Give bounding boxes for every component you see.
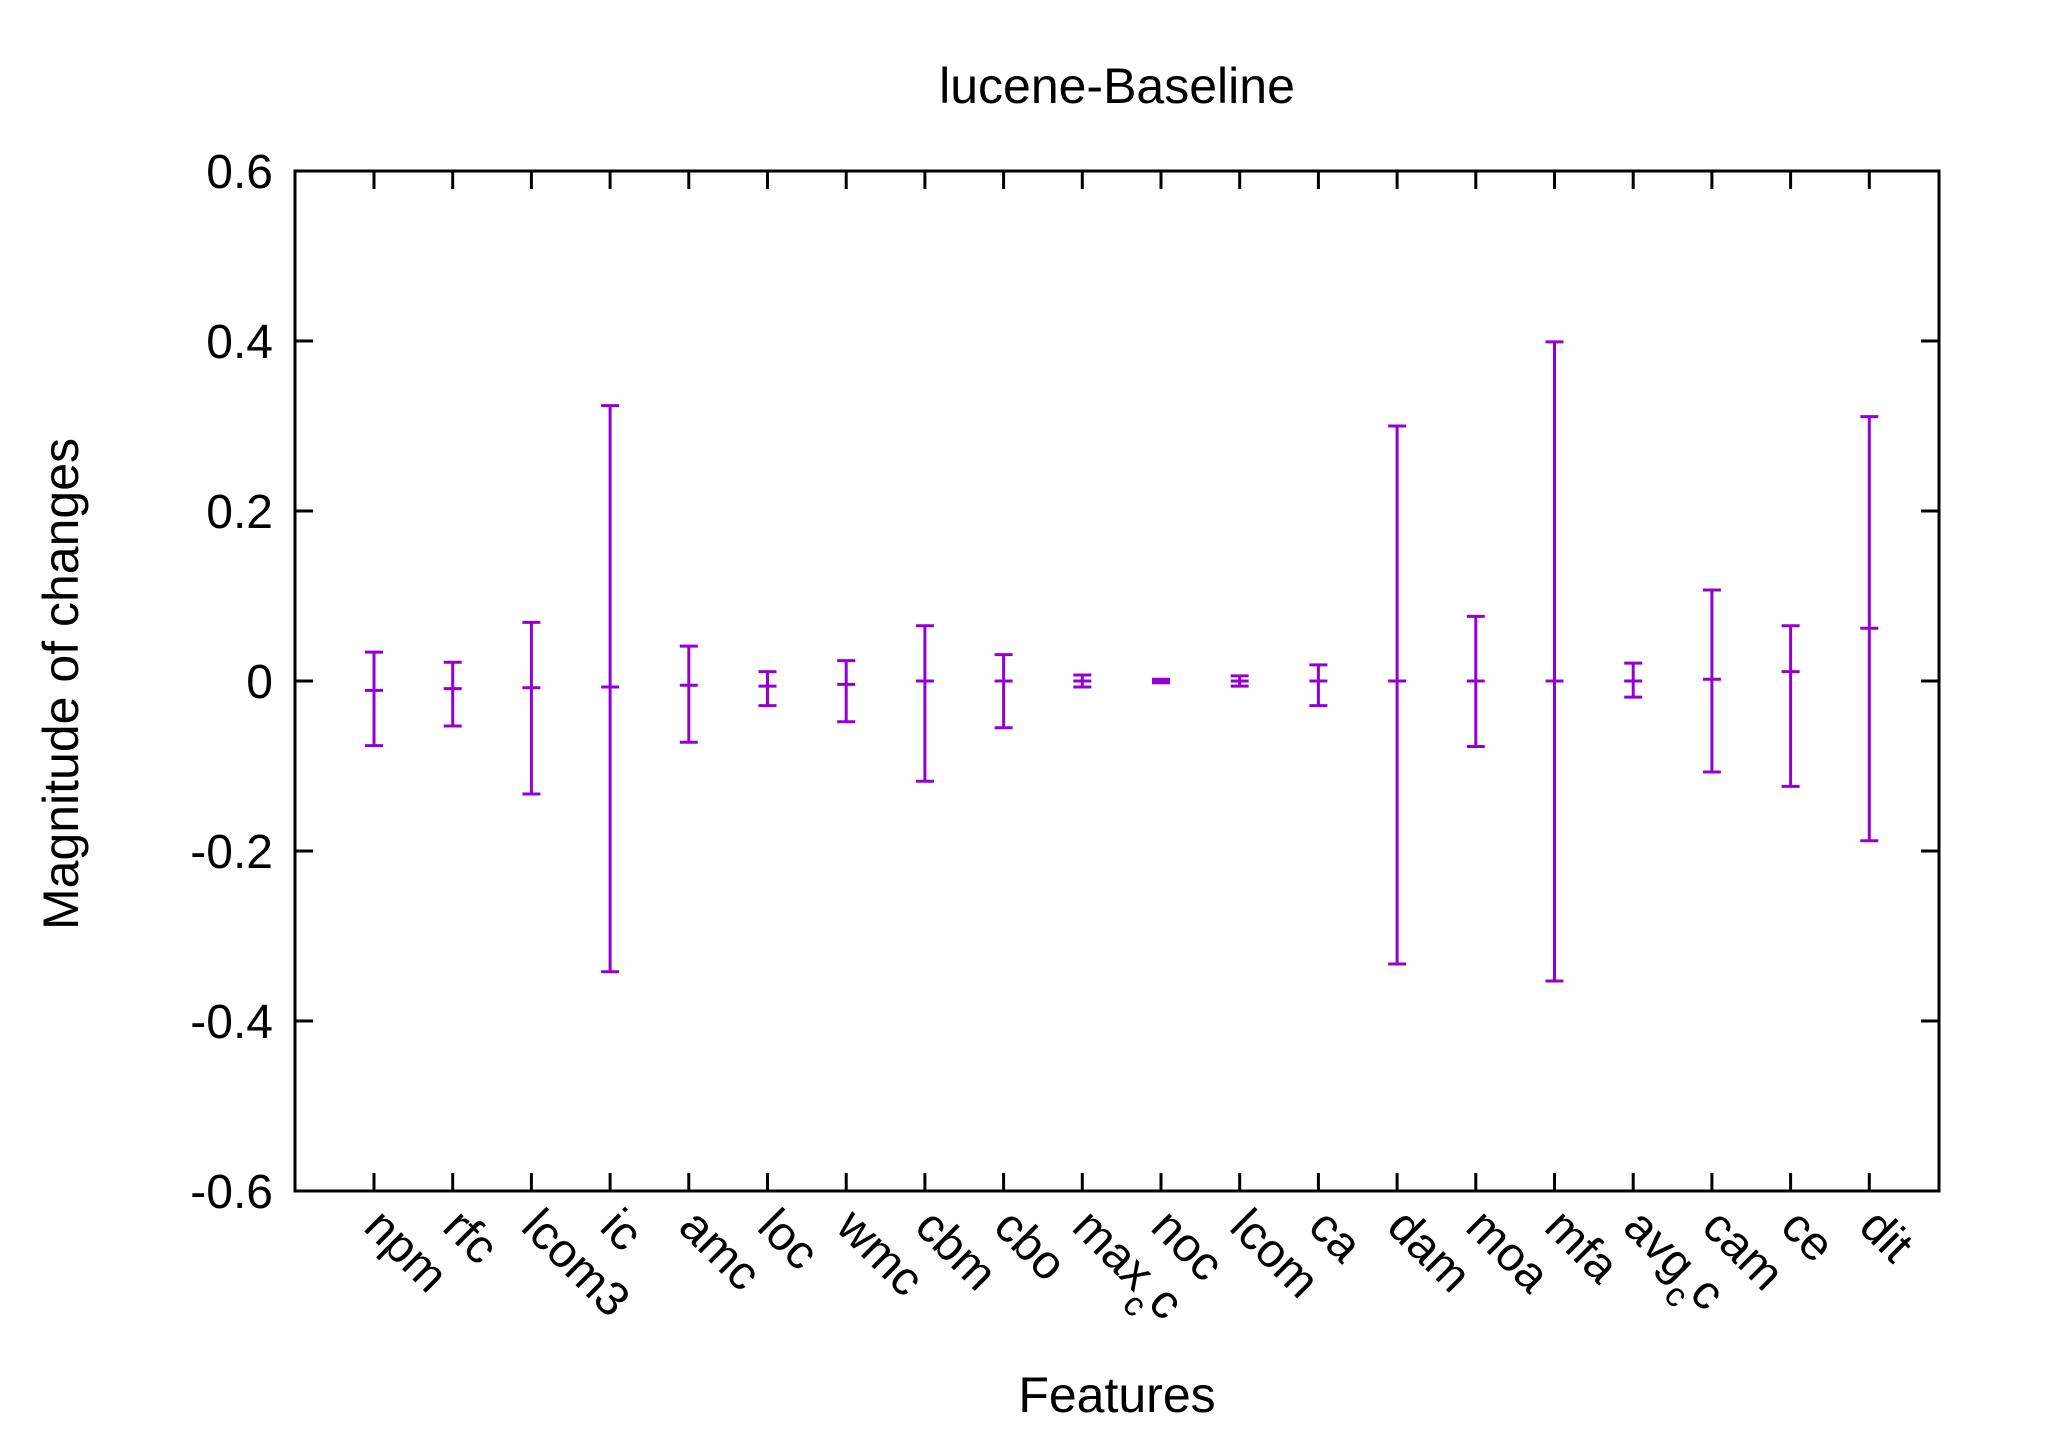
- y-tick-label: 0.6: [206, 146, 273, 199]
- error-bar-wmc: [837, 659, 856, 724]
- x-tick-label-mfa: mfa: [1535, 1199, 1629, 1293]
- error-bar-cbo: [994, 653, 1013, 730]
- error-bar-ce: [1781, 624, 1800, 788]
- y-tick-label: 0.2: [206, 486, 273, 539]
- error-bar-cbm: [915, 624, 934, 783]
- error-bar-ca: [1309, 663, 1328, 708]
- chart-title: lucene-Baseline: [939, 58, 1295, 114]
- x-tick-label-amc: amc: [669, 1199, 771, 1301]
- y-tick-label: 0: [246, 656, 273, 709]
- y-tick-label: -0.6: [190, 1166, 273, 1219]
- error-bar-lcom: [1230, 674, 1249, 688]
- x-axis-label: Features: [1018, 1367, 1215, 1423]
- error-bar-npm: [365, 650, 383, 748]
- x-tick-label-cbm: cbm: [905, 1199, 1007, 1301]
- y-tick-label: -0.2: [190, 826, 273, 879]
- x-tick-label-npm: npm: [354, 1199, 458, 1303]
- error-bar-rfc: [443, 660, 462, 728]
- error-bar-loc: [758, 670, 777, 708]
- error-bar-noc: [1152, 677, 1170, 685]
- x-tick-label-moa: moa: [1456, 1199, 1560, 1303]
- x-tick-label-wmc: wmc: [826, 1199, 934, 1307]
- plot-frame: [293, 169, 1941, 1193]
- error-bar-cam: [1702, 588, 1721, 774]
- y-axis-label: Magnitude of changes: [33, 438, 89, 930]
- error-bar-dam: [1388, 424, 1407, 966]
- x-tick-label-cbo: cbo: [984, 1199, 1076, 1291]
- error-bars: [365, 340, 1879, 983]
- error-bar-dit: [1860, 415, 1879, 843]
- y-tick-label: 0.4: [206, 316, 273, 369]
- error-bar-ic: [601, 404, 620, 974]
- x-tick-label-dam: dam: [1377, 1199, 1481, 1303]
- error-bar-mfa: [1545, 340, 1564, 983]
- x-tick-label-noc: noc: [1141, 1199, 1233, 1291]
- error-bar-avg: [1624, 661, 1643, 699]
- x-tick-label-lcom: lcom: [1220, 1199, 1329, 1308]
- error-bar-amc: [679, 644, 698, 744]
- y-axis-ticks: -0.6 -0.4 -0.2 0 0.2 0.4 0.6: [190, 146, 1939, 1219]
- x-tick-label-dit: dit: [1850, 1199, 1923, 1272]
- y-tick-label: -0.4: [190, 996, 273, 1049]
- error-bar-moa: [1466, 614, 1485, 748]
- error-bar-max: [1073, 673, 1092, 689]
- error-bar-lcom3: [522, 620, 541, 796]
